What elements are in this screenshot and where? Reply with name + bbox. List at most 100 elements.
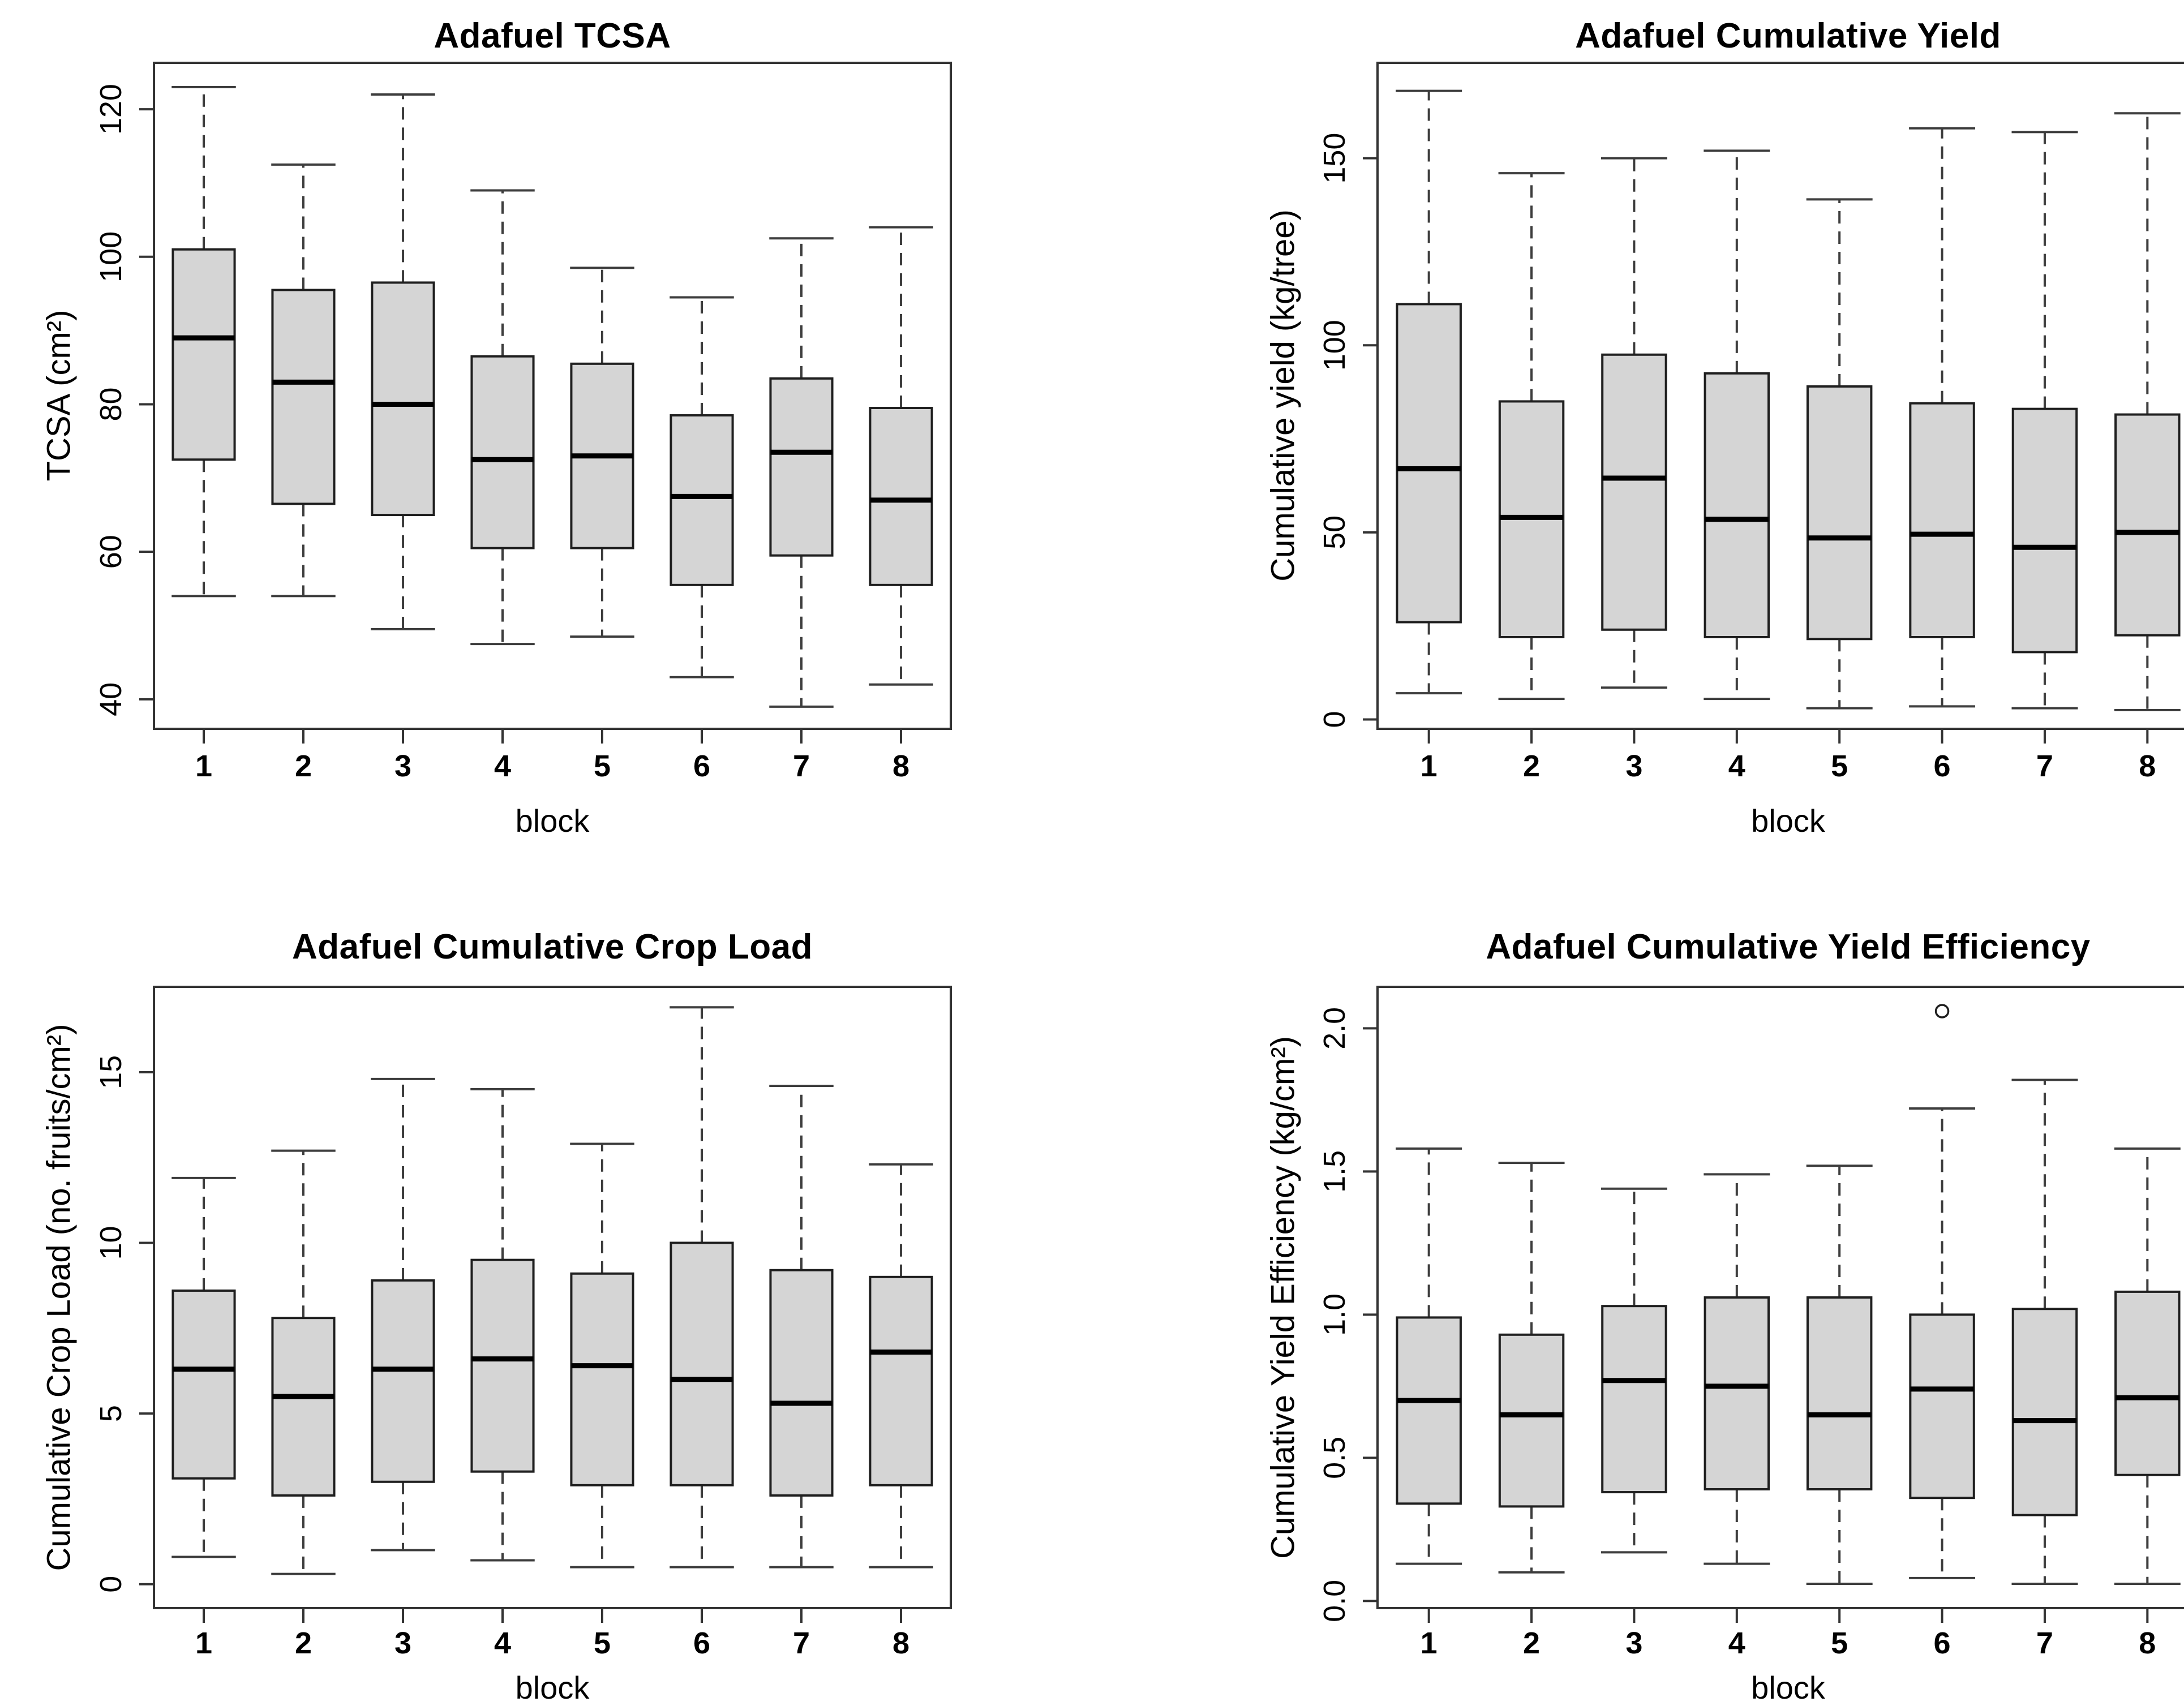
- boxplot-canvas-cumulative-yield: 0 50 100 150 1 2 3 4 5 6 7 8: [1318, 62, 2184, 783]
- panel-adafuel-cumulative-crop-load: Adafuel Cumulative Crop Load Cumulative …: [23, 856, 1115, 1705]
- y-tick-label: 15: [94, 1055, 128, 1089]
- x-tick-label: 6: [1934, 749, 1951, 783]
- boxplot-canvas-tcsa: 40 60 80 100 120 1 2 3 4 5 6 7 8: [94, 62, 952, 783]
- boxplot-canvas-cumulative-crop-load: 0 5 10 15 1 2 3 4 5 6 7 8: [94, 986, 952, 1660]
- iqr-box: [470, 1258, 535, 1473]
- y-tick-label: 100: [94, 231, 128, 282]
- x-tick-label: 3: [394, 749, 411, 783]
- plot-border: [153, 62, 952, 730]
- y-tick-label: 150: [1318, 133, 1351, 184]
- chart-title: Adafuel Cumulative Yield Efficiency: [1486, 927, 2091, 966]
- x-tick-label: 4: [494, 1626, 511, 1660]
- iqr-box: [769, 377, 834, 557]
- x-tick-label: 4: [1728, 1626, 1745, 1660]
- y-tick-label: 50: [1318, 515, 1351, 549]
- iqr-box: [1601, 353, 1667, 631]
- x-axis-label: block: [515, 1670, 590, 1705]
- chart-title: Adafuel TCSA: [434, 16, 671, 55]
- boxplot-canvas-cumulative-yield-efficiency: 0.0 0.5 1.0 1.5 2.0 1 2 3 4 5 6 7 8: [1318, 986, 2184, 1660]
- x-tick-label: 1: [195, 1626, 212, 1660]
- x-tick-label: 2: [295, 1626, 312, 1660]
- iqr-box: [2114, 413, 2181, 637]
- iqr-box: [769, 1269, 834, 1497]
- iqr-box: [869, 407, 933, 586]
- y-tick-label: 10: [94, 1226, 128, 1260]
- iqr-box: [1704, 1296, 1770, 1491]
- x-tick-label: 6: [693, 749, 710, 783]
- y-tick-label: 5: [94, 1405, 128, 1422]
- y-tick-label: 2.0: [1318, 1007, 1351, 1050]
- iqr-box: [1806, 1296, 1873, 1491]
- iqr-box: [670, 1241, 734, 1486]
- iqr-box: [2011, 1308, 2078, 1516]
- x-tick-label: 6: [693, 1626, 710, 1660]
- iqr-box: [1806, 385, 1873, 641]
- iqr-box: [171, 248, 236, 461]
- y-tick-label: 80: [94, 387, 128, 421]
- iqr-box: [470, 355, 535, 549]
- iqr-box: [1396, 1316, 1462, 1505]
- y-tick-label: 40: [94, 682, 128, 716]
- x-tick-label: 7: [793, 749, 810, 783]
- iqr-box: [1909, 1313, 1975, 1499]
- x-tick-label: 7: [793, 1626, 810, 1660]
- iqr-box: [1396, 303, 1462, 624]
- iqr-box: [171, 1289, 236, 1480]
- iqr-box: [1601, 1305, 1667, 1494]
- iqr-box: [271, 1317, 336, 1497]
- x-tick-label: 8: [2139, 1626, 2156, 1660]
- y-tick-label: 120: [94, 84, 128, 135]
- y-tick-label: 1.0: [1318, 1294, 1351, 1336]
- x-tick-label: 5: [594, 749, 611, 783]
- x-tick-label: 8: [893, 1626, 909, 1660]
- x-tick-label: 7: [2036, 1626, 2053, 1660]
- y-tick-label: 100: [1318, 320, 1351, 371]
- panel-adafuel-cumulative-yield: Adafuel Cumulative Yield Cumulative yiel…: [1114, 9, 2184, 856]
- x-tick-label: 3: [1625, 749, 1642, 783]
- x-tick-label: 8: [2139, 749, 2156, 783]
- x-tick-label: 3: [1625, 1626, 1642, 1660]
- y-tick-label: 60: [94, 535, 128, 569]
- x-tick-label: 6: [1934, 1626, 1951, 1660]
- chart-title: Adafuel Cumulative Yield: [1575, 16, 2001, 55]
- iqr-box: [371, 1279, 435, 1483]
- iqr-box: [2011, 407, 2078, 654]
- plot-border: [1376, 62, 2184, 730]
- x-tick-label: 2: [295, 749, 312, 783]
- panel-adafuel-tcsa: Adafuel TCSA TCSA (cm²) 40 60 80 100 120 1 2 3 4…: [23, 9, 1115, 856]
- iqr-box: [869, 1275, 933, 1486]
- x-tick-label: 2: [1523, 749, 1540, 783]
- panel-adafuel-cumulative-yield-efficiency: Adafuel Cumulative Yield Efficiency Cumu…: [1114, 856, 2184, 1705]
- x-axis-label: block: [1751, 803, 1825, 839]
- y-tick-label: 1.5: [1318, 1150, 1351, 1193]
- x-tick-label: 5: [1831, 749, 1848, 783]
- plot-border: [1376, 986, 2184, 1609]
- x-tick-label: 4: [494, 749, 511, 783]
- iqr-box: [271, 289, 336, 505]
- x-tick-label: 5: [594, 1626, 611, 1660]
- x-tick-label: 8: [893, 749, 909, 783]
- y-tick-label: 0.0: [1318, 1580, 1351, 1622]
- y-tick-label: 0: [1318, 711, 1351, 728]
- x-tick-label: 1: [195, 749, 212, 783]
- x-tick-label: 7: [2036, 749, 2053, 783]
- x-axis-label: block: [515, 803, 590, 839]
- y-tick-label: 0: [94, 1576, 128, 1593]
- x-tick-label: 1: [1421, 749, 1438, 783]
- x-tick-label: 5: [1831, 1626, 1848, 1660]
- x-tick-label: 4: [1728, 749, 1745, 783]
- x-axis-label: block: [1751, 1670, 1825, 1705]
- iqr-box: [670, 414, 734, 586]
- iqr-box: [1909, 402, 1975, 638]
- y-tick-label: 0.5: [1318, 1437, 1351, 1479]
- iqr-box: [2114, 1290, 2181, 1476]
- iqr-box: [1704, 372, 1770, 638]
- chart-title: Adafuel Cumulative Crop Load: [292, 927, 813, 966]
- iqr-box: [1498, 1333, 1565, 1508]
- x-tick-label: 2: [1523, 1626, 1540, 1660]
- iqr-box: [570, 1272, 634, 1486]
- outlier-point: [1934, 1004, 1950, 1019]
- x-tick-label: 1: [1421, 1626, 1438, 1660]
- plot-border: [153, 986, 952, 1609]
